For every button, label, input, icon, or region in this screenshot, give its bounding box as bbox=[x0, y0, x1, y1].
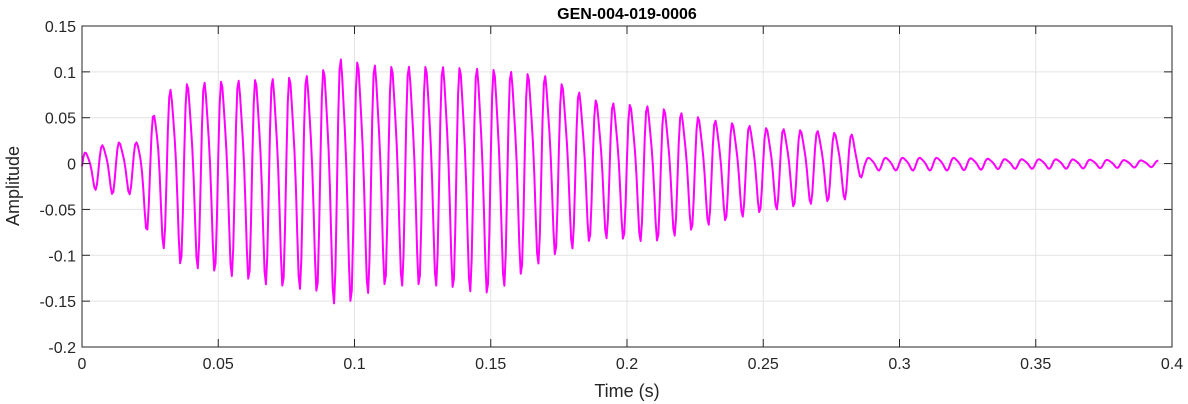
x-tick-label: 0.25 bbox=[748, 356, 779, 373]
y-axis-label: Amplitude bbox=[3, 146, 23, 226]
y-tick-label: -0.15 bbox=[40, 294, 77, 311]
y-tick-label: 0.15 bbox=[45, 19, 76, 36]
y-tick-labels: -0.2 -0.15 -0.1 -0.05 0 0.05 0.1 0.15 bbox=[40, 19, 77, 357]
y-tick-label: 0.05 bbox=[45, 111, 76, 128]
y-tick-label: -0.1 bbox=[48, 248, 76, 265]
x-tick-label: 0.35 bbox=[1020, 356, 1051, 373]
x-tick-label: 0.1 bbox=[343, 356, 365, 373]
x-tick-label: 0.15 bbox=[475, 356, 506, 373]
x-tick-label: 0.4 bbox=[1161, 356, 1183, 373]
series-group bbox=[81, 58, 1159, 305]
x-tick-label: 0.3 bbox=[888, 356, 910, 373]
y-tick-label: -0.2 bbox=[48, 340, 76, 357]
x-tick-label: 0.2 bbox=[616, 356, 638, 373]
y-tick-label: -0.05 bbox=[40, 202, 77, 219]
x-tick-labels: 0 0.05 0.1 0.15 0.2 0.25 0.3 0.35 0.4 bbox=[78, 356, 1184, 373]
x-tick-label: 0.05 bbox=[203, 356, 234, 373]
y-tick-label: 0 bbox=[67, 157, 76, 174]
x-tick-label: 0 bbox=[78, 356, 87, 373]
series-line-0 bbox=[81, 58, 1159, 305]
x-axis-label: Time (s) bbox=[594, 381, 659, 401]
y-tick-label: 0.1 bbox=[54, 65, 76, 82]
tick-marks bbox=[81, 25, 1173, 348]
chart-title: GEN-004-019-0006 bbox=[557, 6, 697, 23]
